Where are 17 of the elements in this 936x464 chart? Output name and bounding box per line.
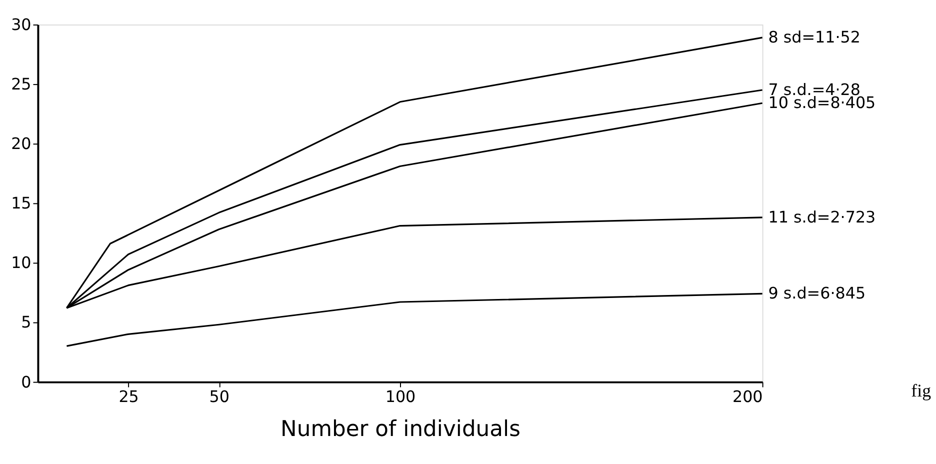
x-tick-label: 50 [209, 387, 230, 406]
line-series [66, 292, 764, 347]
series-label: 9 s.d=6·845 [768, 284, 866, 303]
x-tick-label: 100 [385, 387, 416, 406]
y-tick-label: 20 [11, 134, 32, 154]
text: fig [911, 380, 932, 401]
y-tick-label: 0 [21, 372, 32, 392]
series-label: 11 s.d=2·723 [768, 207, 876, 226]
series-label: 8 sd=11·52 [768, 28, 861, 47]
y-tick-label: 25 [11, 74, 32, 94]
x-tick-label: 25 [118, 387, 139, 406]
y-tick-label: 5 [21, 312, 32, 332]
y-tick-label: 30 [11, 14, 32, 34]
x-axis-title: Number of individuals [280, 416, 520, 442]
y-tick-label: 15 [11, 194, 32, 213]
y-tick-label: 10 [11, 253, 32, 272]
x-tick-label: 200 [732, 387, 763, 406]
